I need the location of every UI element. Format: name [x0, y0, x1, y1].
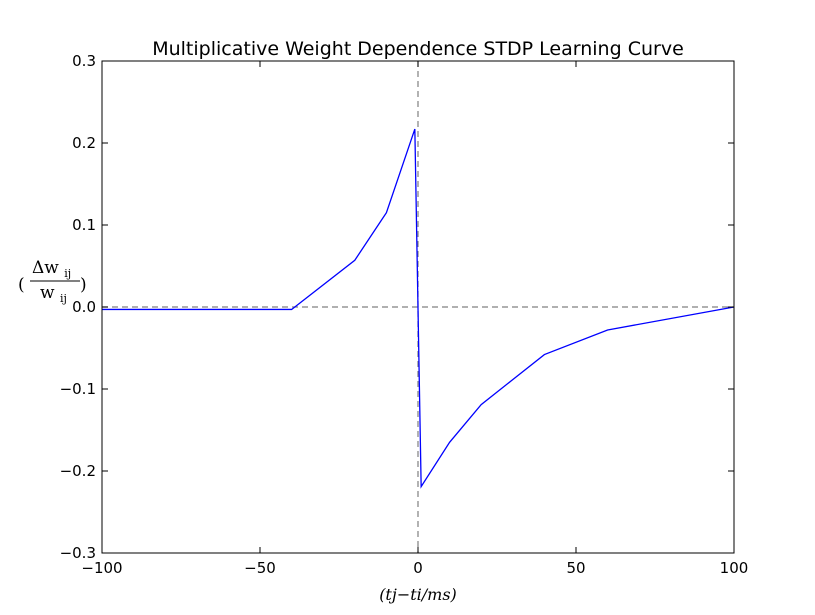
y-axis-label-numerator: Δw ij	[32, 258, 71, 280]
chart-title: Multiplicative Weight Dependence STDP Le…	[152, 38, 684, 60]
y-tick-label: 0.0	[72, 298, 96, 316]
x-tick-label: −50	[244, 559, 276, 577]
series-0-line	[102, 128, 735, 489]
y-axis-label-numerator-main: Δw	[32, 258, 59, 278]
x-axis-label: (tj−ti/ms)	[379, 585, 457, 604]
y-tick-label: 0.1	[72, 216, 96, 234]
y-axis-label-close-paren: )	[80, 275, 87, 295]
x-tick-label: 0	[413, 559, 423, 577]
plot-area: −100 −50 0 50 100 −0.3 −0.2 −0.1 0.0 0.1 0.2 0.3	[60, 52, 749, 577]
x-tick-label: 100	[720, 559, 749, 577]
y-tick-label: 0.3	[72, 52, 96, 70]
y-axis-label-denominator: w ij	[40, 283, 67, 305]
y-tick-label: 0.2	[72, 134, 96, 152]
y-axis-label-numerator-sub: ij	[64, 267, 71, 280]
x-tick-label: −100	[81, 559, 122, 577]
y-tick-label: −0.3	[60, 544, 96, 562]
y-tick-label: −0.1	[60, 380, 96, 398]
y-axis-label-denominator-main: w	[40, 283, 55, 303]
y-tick-label: −0.2	[60, 462, 96, 480]
y-axis-label-denominator-sub: ij	[60, 292, 67, 305]
y-axis-label-open-paren: (	[18, 275, 25, 295]
y-axis-label: ( Δw ij w ij )	[18, 258, 87, 305]
x-tick-label: 50	[566, 559, 585, 577]
